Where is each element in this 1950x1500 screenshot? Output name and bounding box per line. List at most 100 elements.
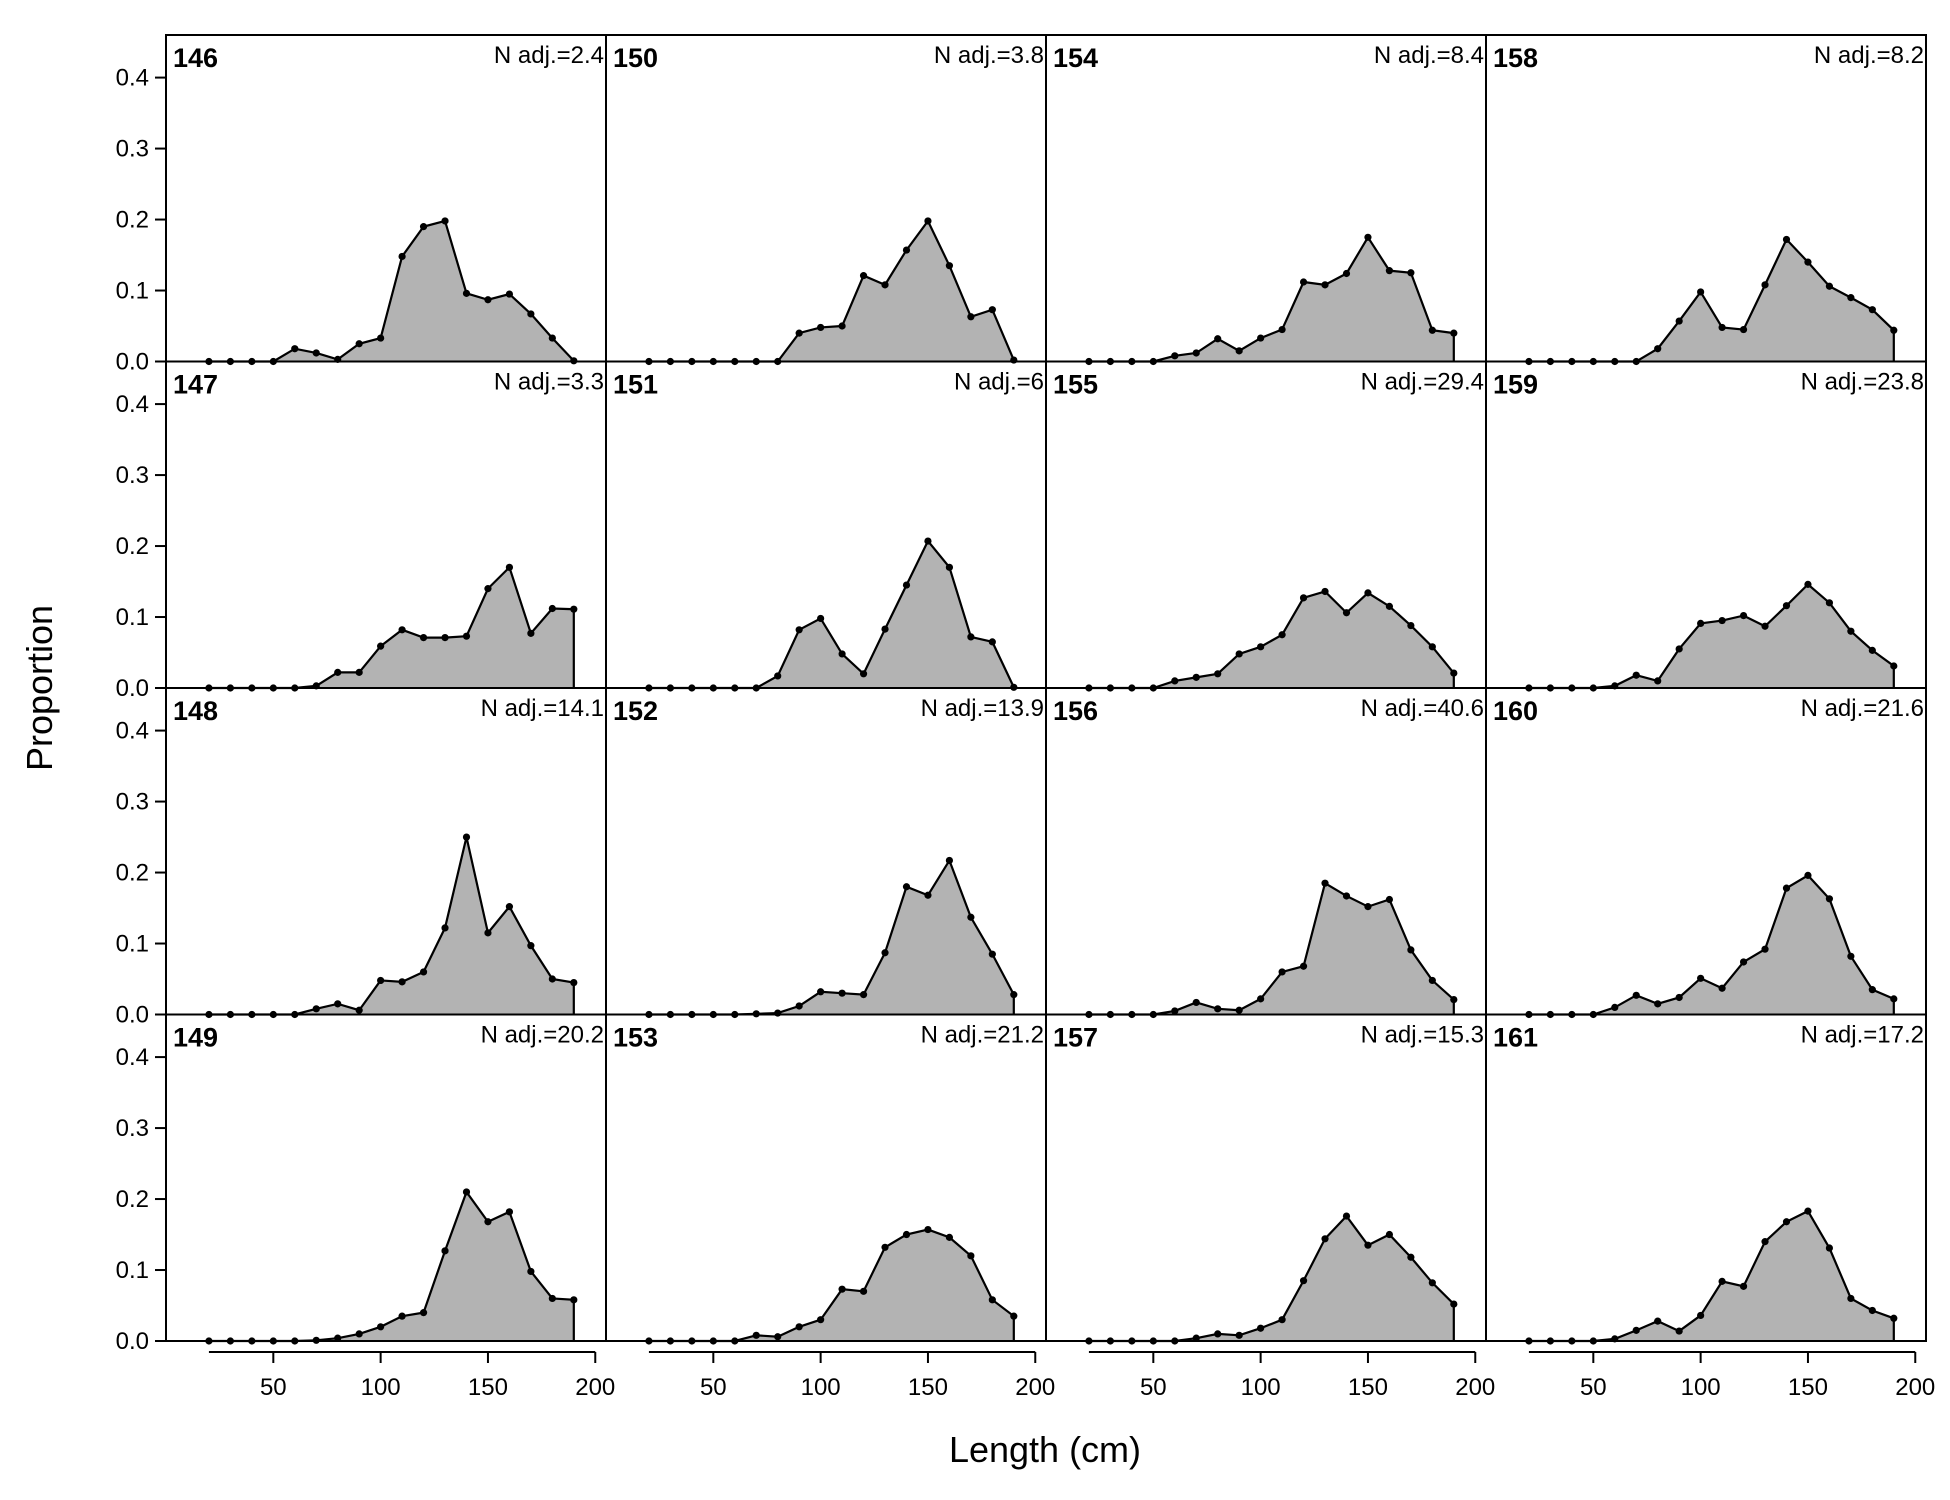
data-point <box>838 1285 846 1293</box>
n-adj-label: N adj.=40.6 <box>1361 695 1484 722</box>
data-point <box>817 988 825 996</box>
panel-149: 149 N adj.=20.2 <box>165 1013 607 1345</box>
x-tick-label: 150 <box>908 1374 948 1401</box>
data-point <box>441 924 449 932</box>
data-point <box>902 246 911 254</box>
data-point <box>1825 282 1834 290</box>
data-point <box>1342 892 1351 900</box>
x-tick-label: 200 <box>575 1374 615 1401</box>
panel-157: 157 N adj.=15.3 <box>1045 1013 1487 1345</box>
data-point <box>1782 235 1791 244</box>
n-adj-label: N adj.=13.9 <box>921 695 1044 722</box>
data-point <box>377 642 385 650</box>
y-tick-label: 0.0 <box>116 349 149 376</box>
data-point <box>548 1294 556 1303</box>
data-point <box>1278 968 1286 976</box>
x-axis-col-2: 50 100 150 200 <box>648 1351 1055 1401</box>
data-point <box>1407 621 1415 630</box>
data-point <box>945 856 954 865</box>
data-point <box>1450 1300 1458 1308</box>
panel-id-label: 148 <box>173 696 218 726</box>
data-point <box>1761 1238 1769 1246</box>
panel-147: 147 N adj.=3.3 <box>165 360 607 692</box>
panel-id-label: 153 <box>613 1023 658 1053</box>
data-point <box>1171 677 1179 685</box>
data-point <box>1321 281 1329 289</box>
data-point <box>1278 1316 1286 1324</box>
data-point <box>817 1316 825 1324</box>
area-fill <box>648 860 1014 1015</box>
data-point <box>1235 1331 1243 1339</box>
data-point <box>527 629 535 637</box>
data-point <box>355 1330 363 1338</box>
data-point <box>419 968 428 976</box>
data-point <box>484 1218 492 1226</box>
x-axis-title: Length (cm) <box>949 1429 1141 1470</box>
panel-id-label: 160 <box>1493 696 1538 726</box>
data-point <box>1257 995 1265 1003</box>
data-point <box>1847 294 1855 302</box>
n-adj-label: N adj.=3.8 <box>934 42 1044 69</box>
data-point <box>484 585 492 593</box>
panel-frame <box>1485 1013 1927 1342</box>
data-point <box>505 903 514 911</box>
x-tick-label: 50 <box>1140 1374 1167 1401</box>
data-point <box>1192 998 1200 1007</box>
data-point <box>484 296 492 304</box>
area-fill <box>208 567 574 688</box>
data-point <box>924 537 932 545</box>
data-point <box>1782 602 1791 610</box>
data-point <box>1010 991 1018 999</box>
data-point <box>462 1188 471 1196</box>
data-point <box>1278 325 1286 334</box>
data-point <box>1171 352 1179 360</box>
x-tick-label: 200 <box>1455 1374 1495 1401</box>
data-point <box>334 1000 342 1008</box>
data-point <box>1697 619 1705 628</box>
data-point <box>398 626 406 634</box>
data-point <box>570 1296 578 1304</box>
data-point <box>967 633 975 641</box>
n-adj-label: N adj.=14.1 <box>481 695 604 722</box>
y-tick-label: 0.2 <box>116 860 149 887</box>
data-point <box>548 334 556 342</box>
data-point <box>1804 580 1812 588</box>
area-fill <box>1088 883 1454 1015</box>
data-point <box>462 833 471 841</box>
data-point <box>1718 984 1726 992</box>
data-point <box>1782 1218 1791 1226</box>
data-point <box>1214 1330 1222 1338</box>
data-point <box>355 340 363 348</box>
data-point <box>1321 587 1329 596</box>
data-point <box>1675 1327 1683 1335</box>
data-point <box>1847 952 1855 960</box>
data-point <box>1890 995 1898 1003</box>
data-point <box>1342 1212 1351 1220</box>
data-point <box>1342 609 1351 617</box>
x-tick-label: 50 <box>260 1374 287 1401</box>
data-point <box>817 614 825 623</box>
x-tick-label: 150 <box>1788 1374 1828 1401</box>
data-point <box>505 563 514 571</box>
data-point <box>859 670 868 678</box>
data-point <box>774 672 782 680</box>
y-tick-label: 0.4 <box>116 65 149 92</box>
area-fill <box>1088 591 1454 688</box>
data-point <box>1235 347 1243 355</box>
panels-layer: 146 N adj.=2.4 147 N adj.=3.3 148 N adj.=14.1… <box>165 34 1927 1345</box>
data-point <box>398 252 406 261</box>
x-tick-label: 200 <box>1895 1374 1935 1401</box>
y-axis-row-2: 0.0 0.1 0.2 0.3 0.4 <box>116 391 166 702</box>
data-point <box>505 290 514 298</box>
area-fill <box>208 220 574 362</box>
data-point <box>1718 616 1726 625</box>
x-tick-label: 100 <box>1241 1374 1281 1401</box>
panel-id-label: 149 <box>173 1023 218 1053</box>
data-point <box>527 1267 535 1276</box>
y-tick-label: 0.4 <box>116 391 149 418</box>
y-tick-label: 0.1 <box>116 604 149 631</box>
data-point <box>1192 673 1200 681</box>
panel-151: 151 N adj.=6 <box>605 360 1047 692</box>
y-tick-label: 0.4 <box>116 718 149 745</box>
data-point <box>377 976 385 985</box>
